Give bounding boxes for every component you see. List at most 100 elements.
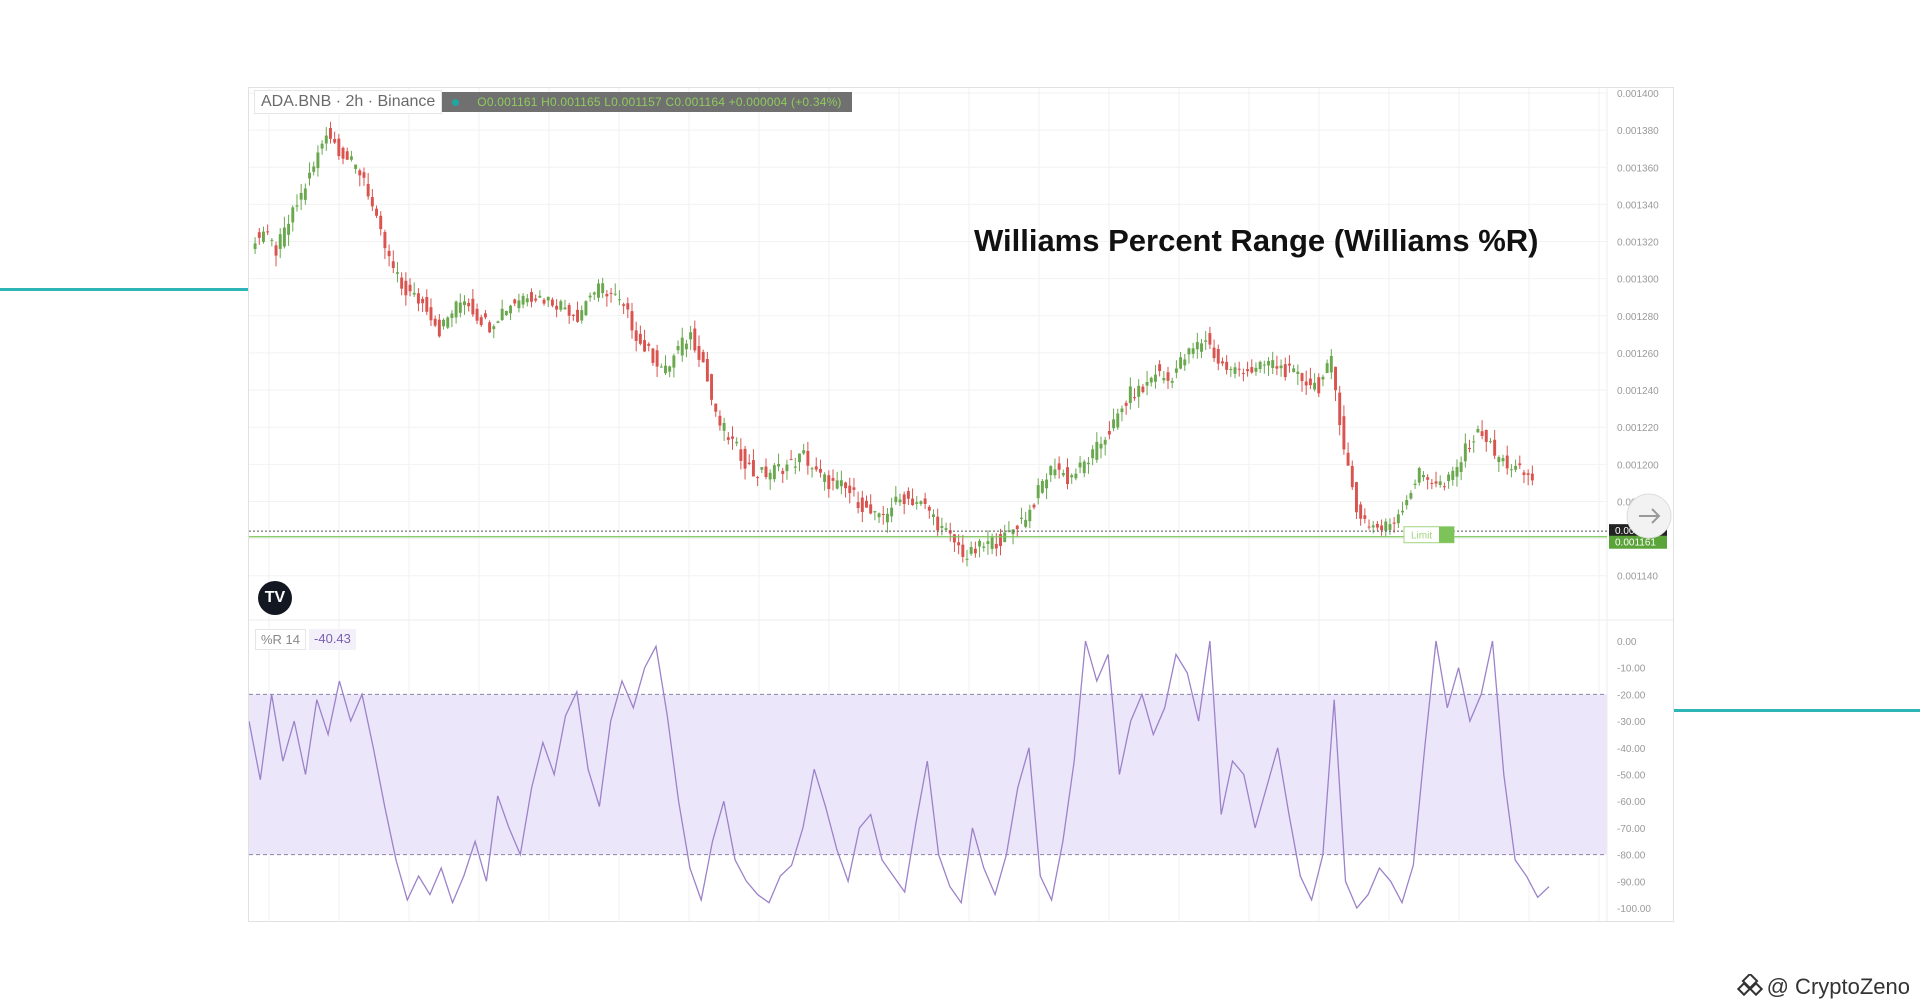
candle-body bbox=[1112, 419, 1116, 429]
candle-body bbox=[869, 504, 873, 514]
williams-r-tick-label: -100.00 bbox=[1617, 904, 1651, 915]
williams-r-line bbox=[249, 640, 1550, 910]
candle-body bbox=[404, 280, 408, 296]
candle-body bbox=[772, 465, 776, 480]
candle-body bbox=[1082, 461, 1086, 474]
candle-body bbox=[999, 534, 1002, 547]
candle-body bbox=[446, 317, 450, 328]
candle-body bbox=[379, 215, 383, 230]
candle-body bbox=[818, 468, 822, 473]
candle-body bbox=[827, 475, 831, 490]
candle-body bbox=[391, 261, 395, 268]
candle-body bbox=[919, 501, 923, 504]
candle-body bbox=[1229, 368, 1233, 370]
overlay-title: Williams Percent Range (Williams %R) bbox=[974, 223, 1539, 258]
candle-body bbox=[1497, 457, 1501, 463]
candle-body bbox=[1040, 480, 1044, 493]
candle-body bbox=[1078, 462, 1082, 468]
candle-body bbox=[467, 302, 471, 307]
candle-body bbox=[626, 303, 630, 310]
candle-body bbox=[563, 307, 567, 310]
candle-body bbox=[1250, 367, 1254, 373]
candle-body bbox=[1334, 366, 1337, 391]
ohlc-text: O0.001161 H0.001165 L0.001157 C0.001164 … bbox=[477, 95, 842, 109]
candle-body bbox=[898, 499, 902, 503]
candle-body bbox=[705, 358, 709, 382]
candle-body bbox=[550, 299, 554, 306]
price-tick-label: 0.001200 bbox=[1617, 460, 1659, 471]
candle-body bbox=[1107, 431, 1111, 435]
accent-line-left bbox=[0, 288, 248, 291]
candle-body bbox=[1321, 376, 1325, 380]
candle-body bbox=[852, 487, 856, 490]
candle-body bbox=[1514, 465, 1518, 470]
candle-body bbox=[1028, 509, 1032, 522]
symbol-label[interactable]: ADA.BNB · 2h · Binance bbox=[254, 90, 443, 114]
candle-body bbox=[500, 308, 504, 321]
tradingview-logo-icon[interactable]: TV bbox=[258, 581, 292, 615]
candle-body bbox=[299, 192, 303, 200]
candle-body bbox=[1350, 465, 1354, 488]
candle-body bbox=[978, 540, 982, 547]
candle-body bbox=[592, 292, 596, 295]
candle-body bbox=[1447, 474, 1451, 482]
candle-body bbox=[316, 152, 320, 169]
candle-body bbox=[1116, 413, 1120, 428]
candle-body bbox=[408, 284, 412, 292]
candle-body bbox=[915, 502, 919, 504]
candle-body bbox=[383, 232, 387, 249]
williams-r-tick-label: -20.00 bbox=[1617, 690, 1646, 701]
candle-body bbox=[902, 494, 906, 505]
candle-body bbox=[890, 507, 894, 517]
candle-body bbox=[1476, 428, 1480, 433]
candle-body bbox=[1220, 361, 1224, 364]
candle-body bbox=[270, 239, 274, 241]
candle-body bbox=[475, 308, 479, 321]
candle-body bbox=[1363, 515, 1367, 519]
candle-body bbox=[555, 305, 559, 310]
candle-body bbox=[1258, 361, 1262, 369]
candle-body bbox=[492, 326, 496, 330]
candle-body bbox=[274, 245, 278, 256]
candle-body bbox=[764, 466, 768, 478]
candle-body bbox=[597, 283, 600, 298]
candle-body bbox=[1007, 530, 1011, 532]
candle-body bbox=[747, 462, 751, 464]
candle-body bbox=[1011, 529, 1015, 535]
candle-body bbox=[1099, 443, 1103, 449]
williams-r-label[interactable]: %R 14 bbox=[255, 629, 307, 650]
candle-body bbox=[622, 304, 626, 306]
candle-body bbox=[1300, 373, 1304, 382]
candle-body bbox=[1061, 472, 1065, 476]
price-tick-label: 0.001220 bbox=[1617, 423, 1659, 434]
candle-body bbox=[1149, 377, 1153, 383]
candle-body bbox=[517, 300, 521, 309]
candle-body bbox=[1317, 377, 1321, 394]
candle-body bbox=[358, 170, 362, 176]
candle-body bbox=[802, 450, 806, 454]
overbought-oversold-band bbox=[249, 694, 1607, 855]
watermark-text: @ CryptoZeno bbox=[1766, 974, 1910, 999]
candle-body bbox=[668, 366, 672, 372]
candle-body bbox=[1187, 348, 1191, 355]
candle-body bbox=[806, 450, 810, 466]
candle-body bbox=[1086, 462, 1090, 465]
candle-body bbox=[1287, 363, 1291, 366]
candle-body bbox=[1128, 386, 1132, 403]
accent-line-right bbox=[1672, 709, 1920, 712]
candle-body bbox=[936, 516, 940, 531]
candle-body bbox=[1438, 481, 1442, 486]
candle-body bbox=[458, 302, 462, 313]
candle-body bbox=[1518, 463, 1522, 466]
candle-body bbox=[1241, 372, 1245, 374]
candle-body bbox=[952, 534, 956, 543]
candle-body bbox=[881, 513, 885, 515]
candle-body bbox=[1392, 522, 1396, 524]
candle-body bbox=[1053, 469, 1057, 476]
candle-body bbox=[1262, 364, 1266, 366]
candle-body bbox=[911, 498, 915, 506]
candle-body bbox=[483, 313, 487, 318]
candle-body bbox=[266, 231, 270, 233]
candle-body bbox=[282, 227, 286, 247]
candle-body bbox=[973, 548, 977, 554]
